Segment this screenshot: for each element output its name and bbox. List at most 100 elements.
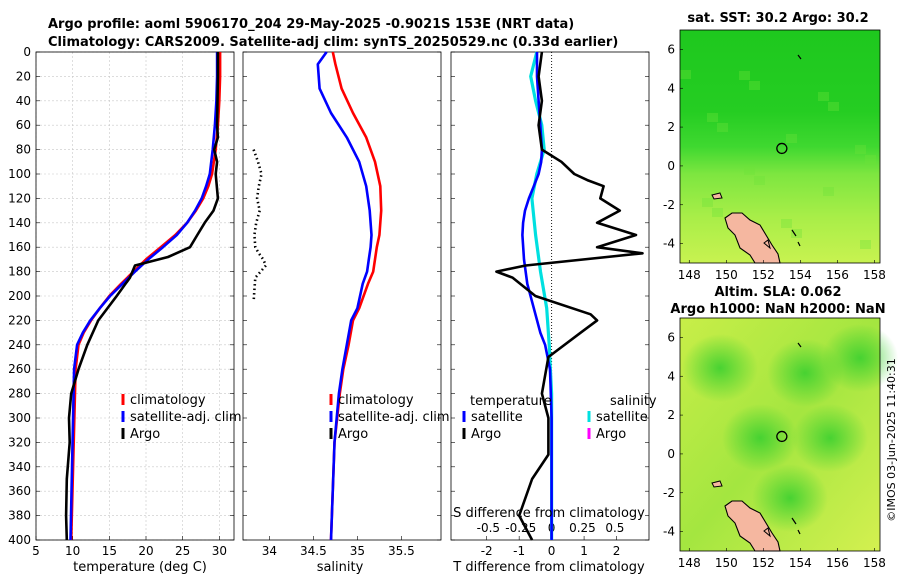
map-y-tick-label: 6 [667, 330, 675, 344]
map-y-tick-label: 0 [667, 447, 675, 461]
y-tick-label: 100 [8, 167, 31, 181]
map-x-tick-label: 156 [826, 556, 849, 570]
small-island [711, 192, 723, 200]
sla-anomaly-blob [822, 324, 898, 392]
map-x-tick-label: 154 [789, 556, 812, 570]
argo-float-marker [776, 142, 788, 155]
sla-anomaly-blob [752, 464, 828, 532]
y-tick-label: 160 [8, 240, 31, 254]
legend-t-satellite-label: satellite [471, 410, 523, 425]
legend-temperature-header: temperature [470, 394, 552, 409]
x-tick-label: 5 [32, 544, 40, 558]
legend-argo-label: Argo [130, 427, 160, 442]
legend-s-satellite-label: satellite [596, 410, 648, 425]
sla-map-title: Altim. SLA: 0.062 [715, 285, 842, 300]
y-tick-label: 40 [16, 94, 31, 108]
x-tick-label: 2 [613, 544, 621, 558]
sst-pixel [791, 229, 802, 238]
y-tick-label: 260 [8, 362, 31, 376]
x-tick-label: 35.5 [388, 544, 415, 558]
x-tick-label: 34 [262, 544, 277, 558]
y-tick-label: 0 [23, 45, 31, 59]
map-field [680, 30, 880, 263]
map-y-tick-label: 6 [667, 42, 675, 56]
legend-s-argo-label: Argo [596, 427, 626, 442]
map-y-tick-label: 2 [667, 120, 675, 134]
sst-pixel [680, 70, 691, 79]
legend-climatology-label: climatology [338, 393, 414, 408]
salinity-xlabel: salinity [317, 560, 364, 575]
island-dots [791, 342, 802, 535]
y-tick-label: 360 [8, 484, 31, 498]
temperature-xlabel: temperature (deg C) [73, 560, 207, 575]
sst-pixel [744, 166, 755, 175]
island-dots [791, 54, 802, 247]
sla-anomaly-blob [682, 334, 758, 402]
s-diff-tick-label: 0.25 [569, 521, 596, 535]
y-tick-label: 300 [8, 411, 31, 425]
sst-pixel [828, 102, 839, 111]
legend-climatology-label: climatology [130, 393, 206, 408]
sst-map: 148 150 152 154 156 158 6 4 2 0 -2 -4 [663, 29, 886, 282]
x-tick-label: 0 [548, 544, 556, 558]
y-tick-label: 140 [8, 216, 31, 230]
sla-anomaly-blob [722, 404, 798, 472]
satellite-adj-clim-line [316, 51, 373, 541]
map-x-tick-label: 152 [752, 556, 775, 570]
x-tick-label: 10 [65, 544, 80, 558]
map-x-tick-label: 148 [678, 268, 701, 282]
plot-frame [242, 51, 442, 541]
map-y-tick-label: 4 [667, 369, 675, 383]
sst-map-title: sat. SST: 30.2 Argo: 30.2 [687, 11, 868, 26]
sst-pixel [786, 134, 797, 143]
temperature-panel: 0 20 40 60 80 100 120 140 160 180 200 220 240 260 280 3… [8, 45, 242, 558]
y-tick-label: 60 [16, 118, 31, 132]
s-diff-tick-label: -0.5 [477, 521, 500, 535]
map-y-tick-label: 0 [667, 159, 675, 173]
x-tick-label: 25 [175, 544, 190, 558]
legend-salinity-header: salinity [610, 394, 657, 409]
sst-pixel [860, 240, 871, 249]
small-island [763, 527, 771, 538]
y-tick-label: 220 [8, 313, 31, 327]
map-x-tick-label: 150 [715, 556, 738, 570]
map-x-tick-label: 150 [715, 268, 738, 282]
map-x-tick-label: 158 [863, 268, 886, 282]
sst-pixel [712, 208, 723, 217]
sla-map: 148 150 152 154 156 158 6 4 2 0 -2 -4 [663, 317, 898, 570]
sst-pixel [749, 81, 760, 90]
map-x-tick-label: 158 [863, 556, 886, 570]
map-frame [679, 29, 881, 264]
x-tick-label: -1 [513, 544, 525, 558]
sst-pixel [855, 145, 866, 154]
profile-title: Argo profile: aoml 5906170_204 29-May-20… [48, 17, 574, 32]
y-tick-label: 340 [8, 460, 31, 474]
y-tick-label: 240 [8, 338, 31, 352]
map-y-tick-label: -2 [663, 486, 675, 500]
map-x-tick-label: 154 [789, 268, 812, 282]
y-tick-label: 120 [8, 191, 31, 205]
map-y-tick-label: -4 [663, 525, 675, 539]
sst-pixel [865, 155, 876, 164]
y-tick-label: 400 [8, 533, 31, 547]
sst-pixel [781, 219, 792, 228]
new-britain-island [724, 500, 781, 552]
map-x-tick-label: 148 [678, 556, 701, 570]
x-tick-label: 20 [138, 544, 153, 558]
imos-credit: ©IMOS 03-Jun-2025 11:40:31 [885, 358, 898, 522]
s-diff-tick-label: -0.25 [505, 521, 536, 535]
x-tick-label: 34.5 [300, 544, 327, 558]
legend-t-argo-label: Argo [471, 427, 501, 442]
sst-pixel [717, 123, 728, 132]
map-y-tick-label: 2 [667, 408, 675, 422]
sst-pixel [823, 187, 834, 196]
salinity-panel: 34 34.5 35 35.5 climatology satellite-adj. cl… [242, 51, 450, 558]
map-y-tick-label: 4 [667, 81, 675, 95]
y-tick-label: 380 [8, 509, 31, 523]
sst-pixel [702, 198, 713, 207]
legend-satellite-adj-clim-label: satellite-adj. clim [338, 410, 450, 425]
plot-frame [35, 51, 235, 541]
satellite-adj-clim-line [69, 52, 219, 541]
y-tick-label: 80 [16, 143, 31, 157]
